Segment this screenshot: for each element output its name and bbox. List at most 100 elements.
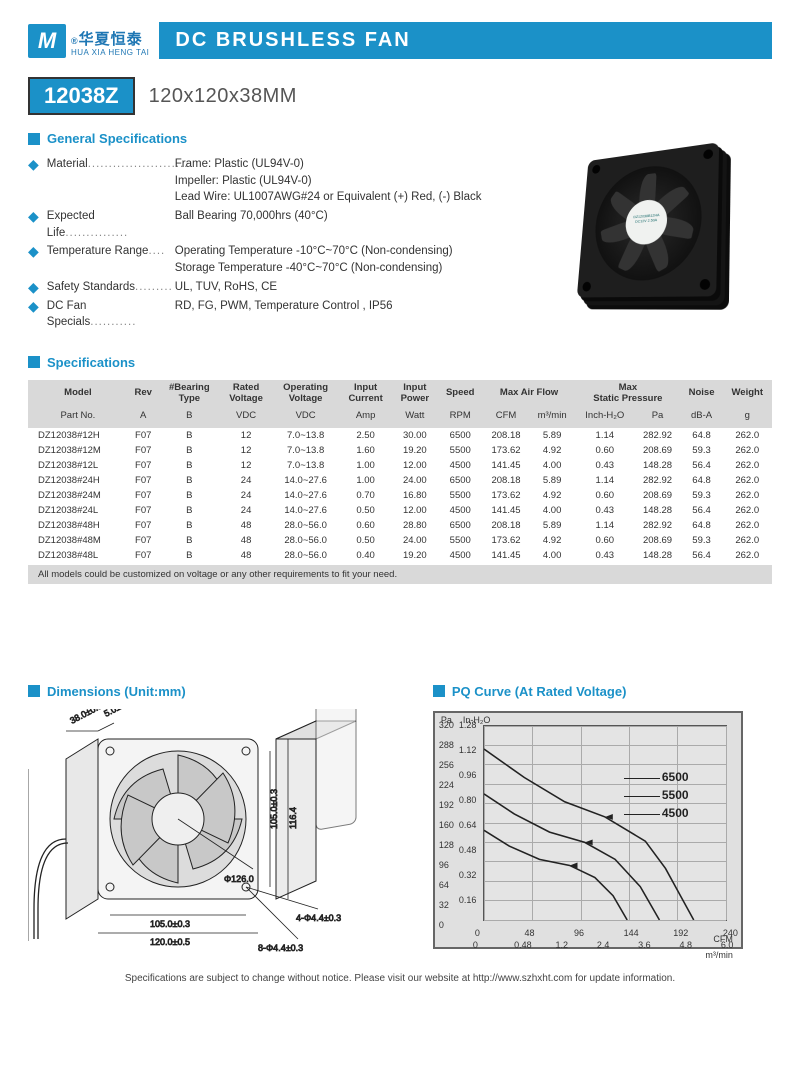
table-cell: F07 [128, 427, 159, 443]
table-row: DZ12038#12LF07B127.0~13.81.0012.00450014… [28, 458, 772, 473]
table-cell: 173.62 [483, 533, 529, 548]
spec-th: InputCurrent [339, 380, 392, 408]
pq-y-tick: 288 [439, 740, 454, 750]
table-cell: 12 [220, 443, 272, 458]
table-cell: DZ12038#48H [28, 518, 128, 533]
table-cell: 262.0 [723, 443, 772, 458]
table-cell: 59.3 [681, 488, 723, 503]
table-cell: 5500 [438, 533, 483, 548]
table-cell: F07 [128, 443, 159, 458]
svg-text:5.0±0.5: 5.0±0.5 [102, 709, 133, 719]
diamond-icon: ◆ [28, 298, 39, 315]
general-spec-value: Frame: Plastic (UL94V-0)Impeller: Plasti… [175, 156, 532, 206]
spec-th: Max Air Flow [483, 380, 575, 408]
spec-th: OperatingVoltage [272, 380, 339, 408]
general-spec-value: UL, TUV, RoHS, CE [175, 279, 532, 296]
diamond-icon: ◆ [28, 156, 39, 173]
spec-unit-th: VDC [220, 408, 272, 427]
table-cell: 48 [220, 533, 272, 548]
table-cell: 48 [220, 548, 272, 563]
table-cell: 0.70 [339, 488, 392, 503]
table-cell: 1.00 [339, 473, 392, 488]
table-cell: 30.00 [392, 427, 437, 443]
table-cell: 0.60 [575, 443, 634, 458]
pq-y2-tick: 0.96 [459, 770, 477, 780]
dimensions-heading: Dimensions (Unit:mm) [28, 684, 403, 699]
table-cell: 262.0 [723, 548, 772, 563]
table-cell: 12 [220, 427, 272, 443]
general-spec-label: Expected Life............... [47, 208, 175, 241]
spec-unit-th: CFM [483, 408, 529, 427]
table-cell: DZ12038#24H [28, 473, 128, 488]
pq-y-tick: 160 [439, 820, 454, 830]
pq-chart: Pa In-H₂O CFM m³/min 650055004500 032649… [433, 711, 743, 949]
spec-th: RatedVoltage [220, 380, 272, 408]
brand-cn: ®华夏恒泰 [71, 31, 149, 48]
general-spec-heading: General Specifications [28, 131, 532, 146]
table-cell: 0.50 [339, 533, 392, 548]
general-spec-value: RD, FG, PWM, Temperature Control , IP56 [175, 298, 532, 315]
pq-y-tick: 64 [439, 880, 449, 890]
spec-unit-th: Amp [339, 408, 392, 427]
diamond-icon: ◆ [28, 243, 39, 260]
pq-curve-5500 [484, 794, 659, 920]
table-cell: 141.45 [483, 458, 529, 473]
spec-th: Rev [128, 380, 159, 408]
sku-badge: 12038Z [28, 77, 135, 115]
table-cell: DZ12038#24M [28, 488, 128, 503]
sku-dimensions: 120x120x38MM [149, 85, 297, 108]
pq-y-tick: 320 [439, 720, 454, 730]
spec-th: Speed [438, 380, 483, 408]
pq-x2-tick: 3.6 [638, 940, 651, 950]
svg-text:38.0±0.5: 38.0±0.5 [68, 709, 104, 726]
spec-unit-th: Inch-H₂O [575, 408, 634, 427]
pq-x2-tick: 0.48 [514, 940, 532, 950]
table-cell: B [159, 533, 220, 548]
svg-text:4-Φ4.4±0.3: 4-Φ4.4±0.3 [296, 913, 341, 923]
diamond-icon: ◆ [28, 208, 39, 225]
table-cell: 14.0~27.6 [272, 473, 339, 488]
table-cell: 1.14 [575, 518, 634, 533]
svg-text:120.0±0.5: 120.0±0.5 [150, 937, 190, 947]
table-cell: F07 [128, 548, 159, 563]
pq-x2-tick: 0 [473, 940, 478, 950]
table-cell: 282.92 [634, 518, 680, 533]
table-cell: 7.0~13.8 [272, 427, 339, 443]
table-cell: 262.0 [723, 518, 772, 533]
svg-text:105.0±0.3: 105.0±0.3 [269, 789, 279, 829]
table-cell: 173.62 [483, 488, 529, 503]
table-cell: F07 [128, 518, 159, 533]
table-cell: 4.00 [529, 503, 575, 518]
table-row: DZ12038#48HF07B4828.0~56.00.6028.8065002… [28, 518, 772, 533]
general-spec-row: ◆Temperature Range....Operating Temperat… [28, 243, 532, 276]
header-bar: M ®华夏恒泰 HUA XIA HENG TAI DC BRUSHLESS FA… [28, 22, 772, 59]
table-cell: 1.14 [575, 473, 634, 488]
table-cell: 208.18 [483, 473, 529, 488]
table-cell: 28.0~56.0 [272, 518, 339, 533]
table-cell: 208.18 [483, 427, 529, 443]
table-cell: B [159, 518, 220, 533]
spec-th: InputPower [392, 380, 437, 408]
spec-unit-th: m³/min [529, 408, 575, 427]
dimensions-drawing: 38.0±0.5 5.0±0.5 105.0±0.3 116.4 Φ126.0 [28, 709, 403, 972]
table-row: DZ12038#24MF07B2414.0~27.60.7016.8055001… [28, 488, 772, 503]
table-row: DZ12038#48MF07B4828.0~56.00.5024.0055001… [28, 533, 772, 548]
square-icon [433, 685, 445, 697]
pq-curve-label: 5500 [662, 788, 689, 802]
pq-x-tick: 96 [574, 928, 584, 938]
pq-x-tick: 192 [673, 928, 688, 938]
table-cell: 48 [220, 518, 272, 533]
general-spec-row: ◆Material........................Frame: … [28, 156, 532, 206]
table-cell: 1.60 [339, 443, 392, 458]
pq-y-tick: 96 [439, 860, 449, 870]
table-cell: 5500 [438, 488, 483, 503]
table-cell: 56.4 [681, 503, 723, 518]
general-spec-label: Safety Standards......... [47, 279, 175, 296]
table-row: DZ12038#12MF07B127.0~13.81.6019.20550017… [28, 443, 772, 458]
general-spec-value: Operating Temperature -10°C~70°C (Non-co… [175, 243, 532, 276]
pq-x-tick: 48 [524, 928, 534, 938]
table-cell: DZ12038#48M [28, 533, 128, 548]
pq-x-tick: 144 [624, 928, 639, 938]
table-cell: F07 [128, 488, 159, 503]
pq-x-m3-unit: m³/min [705, 950, 733, 960]
